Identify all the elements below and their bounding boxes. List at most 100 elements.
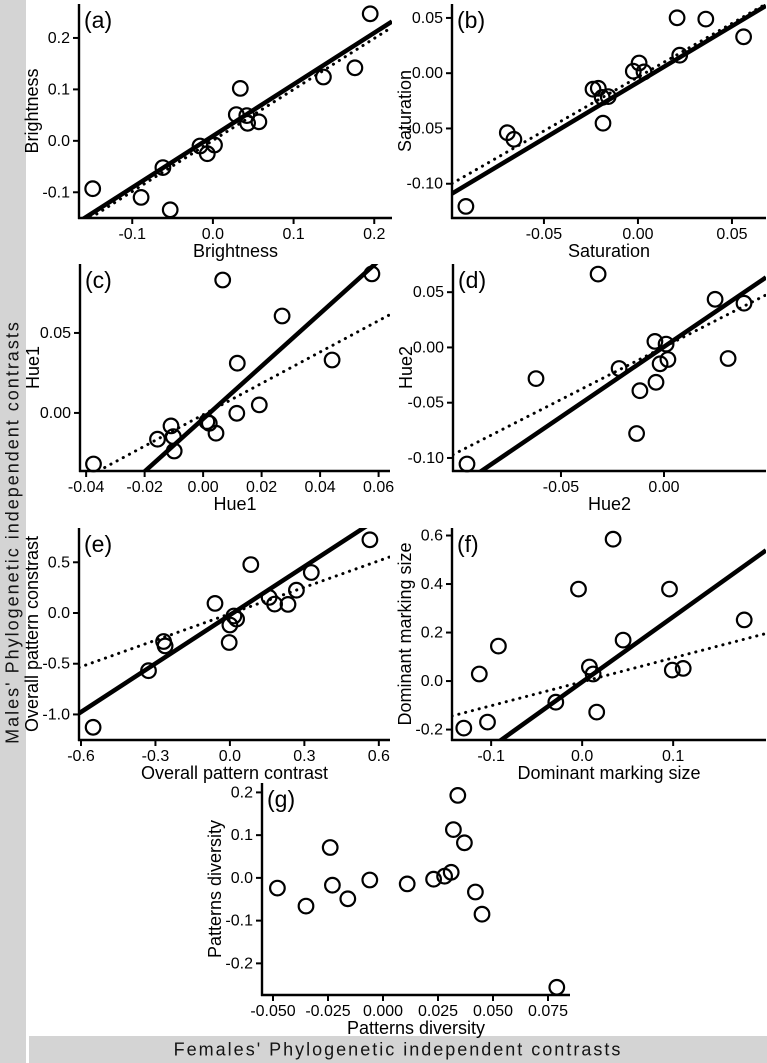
data-point: [604, 530, 622, 548]
data-point: [479, 713, 496, 731]
x-tick-label: 0.0: [571, 748, 593, 765]
data-point: [490, 637, 507, 655]
females-contrasts-strip: Females' Phylogenetic independent contra…: [29, 1036, 767, 1063]
data-point: [651, 355, 669, 373]
x-axis-label: Hue2: [588, 494, 631, 514]
x-tick-label: 0.000: [363, 1003, 403, 1020]
panel-f: -0.1 0.0 0.1 -0.2 0.0 0.2 0.4 0.6 Dominant marki…: [395, 528, 766, 783]
panel-c: -0.04 -0.02 0.00 0.02 0.04 0.06 0.00 0.05 Hue1 Hu…: [23, 264, 394, 514]
y-axis-label: Saturation: [395, 70, 415, 152]
data-point: [269, 879, 286, 897]
data-point: [228, 404, 246, 422]
data-point: [631, 382, 649, 400]
y-tick-label: 0.2: [231, 784, 253, 801]
y-tick-label: 0.0: [231, 870, 253, 887]
y-tick-label: -0.05: [408, 395, 445, 412]
panel-tag: (a): [84, 7, 112, 33]
x-tick-label: 0.3: [293, 748, 315, 765]
x-tick-label: 0.1: [282, 226, 304, 243]
x-tick-label: -0.04: [68, 479, 105, 496]
panel-tag: (c): [85, 267, 112, 293]
panel-g: -0.050 -0.025 0.000 0.025 0.050 0.075 -0.2 -0.1…: [205, 783, 570, 1038]
y-tick-label: 0.2: [48, 30, 70, 47]
data-point: [84, 718, 102, 736]
data-point: [227, 106, 245, 123]
data-point: [346, 59, 364, 77]
data-point: [206, 595, 224, 612]
x-axis-label: Patterns diversity: [347, 1018, 485, 1038]
panel-tag: (f): [457, 531, 479, 557]
dotted-regression-line: [453, 293, 766, 457]
data-point: [198, 413, 216, 431]
data-point: [156, 637, 174, 655]
data-point: [630, 54, 648, 72]
data-point: [288, 581, 305, 599]
x-tick-label: -0.05: [526, 226, 563, 243]
x-axis-label: Hue1: [213, 494, 256, 514]
y-axis-label: Overall pattern constrast: [22, 536, 42, 732]
data-point: [467, 883, 484, 901]
x-tick-label: 0.00: [622, 226, 653, 243]
x-tick-label: 0.050: [473, 1003, 513, 1020]
y-tick-label: 0.05: [40, 325, 71, 342]
data-point: [250, 113, 268, 131]
data-point: [315, 68, 332, 86]
x-tick-label: -0.050: [250, 1003, 295, 1020]
y-axis-label: Patterns diversity: [205, 820, 225, 958]
data-point: [297, 897, 315, 915]
y-tick-label: 0.00: [40, 405, 71, 422]
data-point: [599, 88, 617, 105]
data-point: [697, 10, 715, 28]
y-axis-label: Dominant marking size: [395, 542, 415, 725]
x-tick-label: -0.02: [126, 479, 163, 496]
data-point: [339, 890, 357, 908]
x-tick-label: 0.04: [305, 479, 336, 496]
data-point: [735, 611, 753, 629]
data-point: [635, 63, 653, 81]
data-point: [228, 354, 246, 372]
y-tick-label: -0.5: [42, 656, 70, 673]
data-point: [85, 455, 102, 473]
x-tick-label: -0.6: [67, 748, 95, 765]
data-point: [594, 114, 612, 132]
y-tick-label: 0.0: [48, 605, 70, 622]
y-tick-label: 0.05: [412, 10, 443, 27]
data-point: [321, 839, 339, 856]
data-point: [398, 875, 416, 893]
y-tick-label: -1.0: [42, 706, 70, 723]
data-point: [239, 114, 257, 132]
data-point: [456, 834, 473, 852]
y-tick-label: 0.4: [421, 576, 443, 593]
x-tick-label: -0.1: [477, 748, 505, 765]
data-point: [231, 79, 249, 97]
x-tick-label: -0.025: [305, 1003, 350, 1020]
data-point: [84, 180, 102, 198]
data-point: [589, 79, 607, 97]
data-point: [668, 9, 686, 27]
y-tick-label: -0.05: [407, 120, 444, 137]
x-tick-label: 0.05: [716, 226, 747, 243]
x-tick-label: 0.06: [363, 479, 394, 496]
panel-tag: (d): [458, 267, 486, 293]
data-point: [425, 870, 443, 888]
data-point: [706, 290, 724, 308]
panel-a: -0.1 0.0 0.1 0.2 -0.1 0.0 0.1 0.2 Brightness Brig…: [22, 4, 392, 261]
data-point: [214, 271, 232, 289]
x-tick-label: 0.00: [188, 479, 219, 496]
y-tick-label: -0.10: [408, 450, 445, 467]
y-tick-label: 0.1: [48, 81, 70, 98]
data-point: [610, 360, 628, 377]
x-tick-label: 0.075: [528, 1003, 568, 1020]
data-point: [228, 610, 246, 628]
data-point: [445, 821, 462, 838]
y-tick-label: -0.10: [407, 176, 444, 193]
panel-tag: (g): [267, 786, 295, 812]
x-tick-label: 0.025: [418, 1003, 458, 1020]
y-tick-label: 0.00: [412, 65, 443, 82]
data-point: [273, 307, 291, 325]
data-point: [628, 425, 645, 442]
y-axis-label: Hue2: [396, 346, 416, 389]
panel-tag: (b): [457, 7, 485, 33]
data-point: [588, 703, 606, 721]
